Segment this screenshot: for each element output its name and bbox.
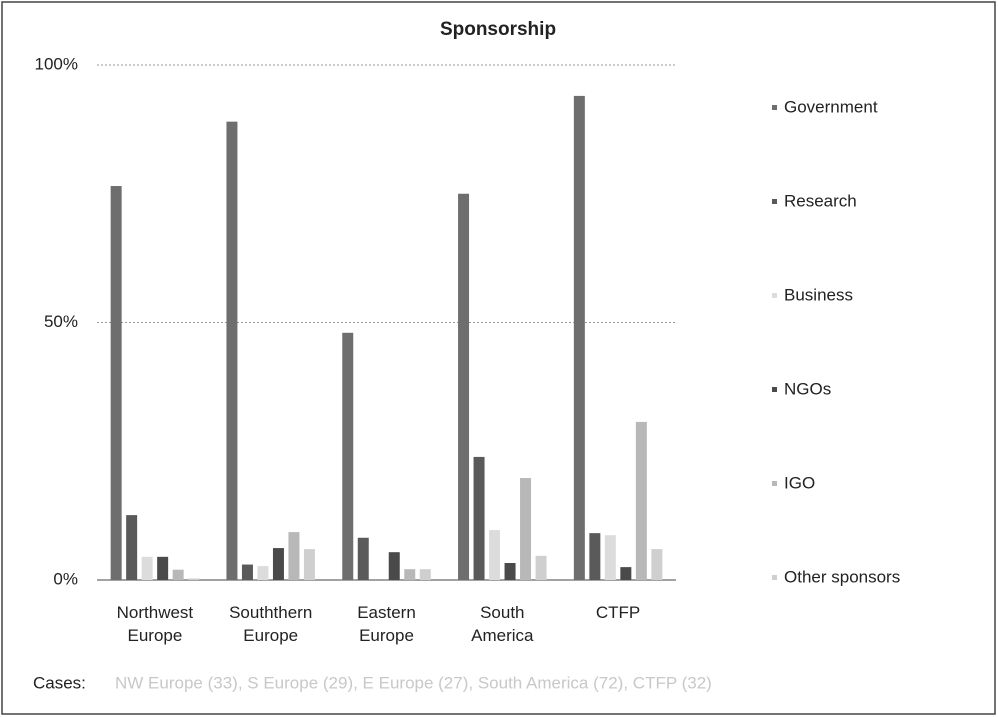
bar xyxy=(357,537,369,580)
bar xyxy=(489,530,501,580)
x-tick-label: Eastern Europe xyxy=(357,603,416,645)
bar xyxy=(272,548,284,580)
legend-swatch xyxy=(772,481,777,486)
annotation: Cases: xyxy=(33,673,86,692)
x-tick-line: Europe xyxy=(359,626,414,645)
bar xyxy=(404,569,416,580)
bar xyxy=(188,578,200,580)
bar xyxy=(172,569,184,580)
bar xyxy=(110,186,122,580)
legend-swatch xyxy=(772,105,777,110)
legend-label: Business xyxy=(784,285,853,304)
legend-label: Research xyxy=(784,191,857,210)
bar xyxy=(535,555,547,580)
bar xyxy=(241,564,253,580)
bar xyxy=(651,549,663,580)
y-tick-label: 100% xyxy=(35,54,78,73)
x-tick-line: America xyxy=(471,626,534,645)
bar xyxy=(620,567,632,580)
bar xyxy=(226,121,238,581)
bar xyxy=(157,556,169,580)
x-tick-line: Europe xyxy=(127,626,182,645)
x-tick-label: Northwest Europe xyxy=(117,603,194,645)
legend-swatch xyxy=(772,387,777,392)
bar xyxy=(342,332,354,580)
x-tick-label: Souththern Europe xyxy=(229,603,312,645)
bar xyxy=(288,532,300,580)
legend-swatch xyxy=(772,575,777,580)
x-tick-label: South America xyxy=(471,603,534,645)
x-tick-line: Northwest xyxy=(117,603,194,622)
legend-label: Other sponsors xyxy=(784,567,900,586)
bar xyxy=(126,515,138,580)
x-tick-line: Souththern xyxy=(229,603,312,622)
bar xyxy=(388,552,400,580)
legend-label: IGO xyxy=(784,473,815,492)
bar xyxy=(141,556,153,580)
x-tick-line: CTFP xyxy=(596,603,640,622)
x-tick-line: Europe xyxy=(243,626,298,645)
bar xyxy=(257,566,269,580)
bar xyxy=(604,535,616,580)
case-note: NW Europe (33), S Europe (29), E Europe … xyxy=(115,673,712,692)
bar xyxy=(520,478,532,580)
x-tick-line: South xyxy=(480,603,524,622)
x-tick-line: Eastern xyxy=(357,603,416,622)
bar xyxy=(303,549,315,580)
legend-label: Government xyxy=(784,97,878,116)
bar xyxy=(419,569,431,580)
bar xyxy=(458,193,470,580)
legend-swatch xyxy=(772,199,777,204)
chart-title: Sponsorship xyxy=(440,19,556,40)
bar xyxy=(504,563,516,580)
bar xyxy=(589,533,601,580)
bar xyxy=(635,421,647,580)
bar xyxy=(473,456,485,580)
y-tick-label: 0% xyxy=(53,569,78,588)
x-tick-label: CTFP xyxy=(596,603,640,622)
legend-label: NGOs xyxy=(784,379,831,398)
legend-swatch xyxy=(772,293,777,298)
y-tick-label: 50% xyxy=(44,312,78,331)
bar xyxy=(573,95,585,581)
